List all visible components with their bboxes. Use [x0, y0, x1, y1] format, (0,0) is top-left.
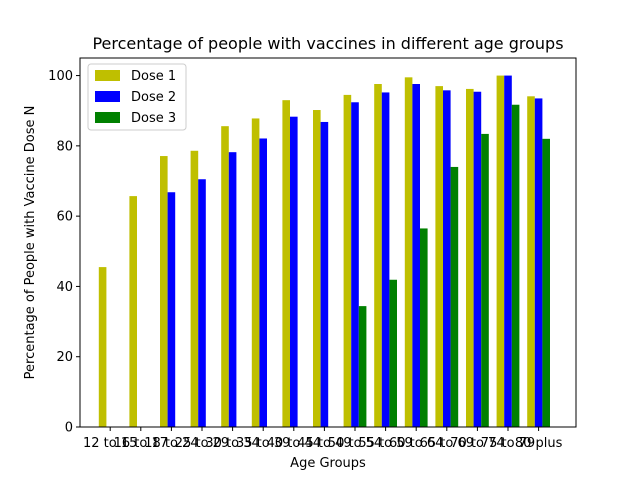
bars [98, 75, 550, 428]
x-tick-label: 12 to 15 [83, 436, 137, 451]
bar-dose-2 [320, 121, 329, 428]
bar-dose-1 [435, 86, 443, 427]
x-tick-label: 35 to 39 [236, 436, 290, 451]
x-tick-label: 60 to 64 [389, 436, 443, 451]
bar-dose-1 [313, 110, 321, 428]
x-tick-label: 50 to 54 [328, 436, 382, 451]
y-tick-label: 80 [56, 139, 73, 154]
bar-dose-3 [358, 306, 367, 427]
bar-dose-2 [167, 192, 176, 427]
x-tick-label: 16 to 17 [114, 436, 168, 451]
y-tick-label: 60 [56, 210, 73, 225]
y-axis-label: Percentage of People with Vaccine Dose N [23, 106, 38, 380]
bar-dose-1 [496, 75, 505, 428]
y-tick-label: 40 [56, 280, 73, 295]
x-tick-label: 45 to 49 [297, 436, 351, 451]
legend-label-dose-1: Dose 1 [131, 69, 176, 84]
bar-dose-2 [198, 179, 206, 427]
chart-title: Percentage of people with vaccines in di… [92, 34, 563, 53]
bar-dose-3 [481, 133, 489, 427]
x-tick-label: 40 to 44 [267, 436, 321, 451]
bar-dose-1 [374, 84, 382, 428]
x-tick-label: 55 to 59 [358, 436, 412, 451]
bar-dose-2 [381, 92, 390, 427]
x-tick-label: 18 to 24 [144, 436, 198, 451]
bar-dose-1 [221, 126, 229, 428]
bar-dose-1 [343, 94, 352, 428]
bar-dose-2 [228, 152, 237, 427]
legend-label-dose-2: Dose 2 [131, 90, 176, 105]
y-tick-label: 100 [48, 69, 73, 84]
bar-dose-2 [259, 138, 267, 427]
bar-dose-1 [527, 96, 535, 427]
bar-dose-3 [542, 138, 550, 428]
bar-dose-2 [290, 116, 298, 427]
y-axis-ticks: 0 20 40 60 80 100 [48, 69, 80, 436]
y-tick-label: 20 [56, 350, 73, 365]
x-tick-label: 25 to 29 [175, 436, 229, 451]
bar-dose-1 [282, 100, 290, 428]
x-tick-label: 80 plus [515, 436, 563, 451]
bar-dose-2 [412, 84, 420, 428]
bar-dose-1 [98, 267, 107, 427]
x-axis-label: Age Groups [290, 456, 366, 471]
legend: Dose 1 Dose 2 Dose 3 [87, 63, 187, 131]
bar-dose-1 [160, 156, 168, 427]
x-tick-label: 65 to 69 [420, 436, 474, 451]
bar-dose-3 [450, 166, 459, 427]
bar-dose-2 [443, 90, 451, 428]
bar-dose-1 [251, 118, 260, 428]
bar-dose-3 [511, 104, 520, 428]
bar-dose-2 [534, 98, 543, 428]
x-tick-label: 70 to 74 [450, 436, 504, 451]
x-tick-label: 75 to 79 [481, 436, 535, 451]
bar-dose-3 [420, 228, 428, 427]
y-tick-label: 0 [65, 421, 73, 436]
legend-swatch-dose-1 [95, 70, 120, 81]
legend-swatch-dose-3 [95, 112, 120, 123]
bar-dose-1 [129, 196, 137, 427]
bar-dose-1 [404, 77, 413, 427]
bar-dose-2 [504, 75, 512, 428]
bar-dose-1 [466, 88, 474, 427]
legend-swatch-dose-2 [95, 91, 120, 102]
bar-dose-1 [190, 150, 199, 427]
legend-label-dose-3: Dose 3 [131, 111, 176, 126]
plot-frame [79, 57, 577, 428]
bar-dose-3 [389, 279, 397, 427]
bar-dose-2 [351, 102, 359, 427]
bar-dose-2 [473, 91, 482, 427]
x-tick-label: 30 to 34 [205, 436, 259, 451]
